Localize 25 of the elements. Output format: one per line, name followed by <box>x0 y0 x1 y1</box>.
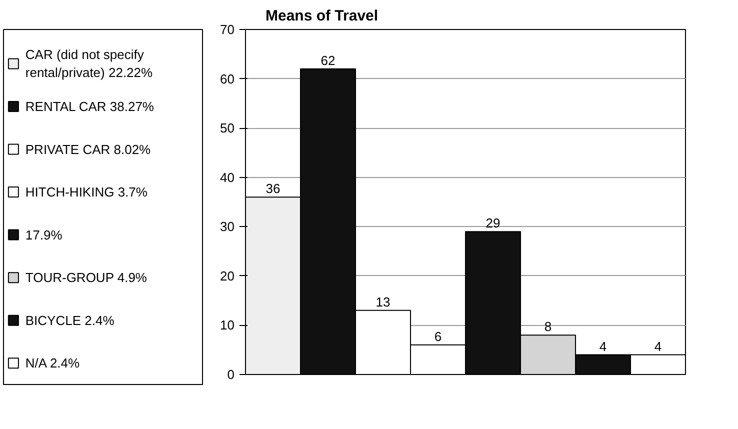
legend-label: 17.9% <box>25 227 63 242</box>
data-label: 13 <box>376 294 390 310</box>
y-tick-label: 60 <box>220 71 235 86</box>
data-label: 4 <box>599 338 607 354</box>
y-tick-label: 70 <box>220 22 235 37</box>
legend-label: HITCH-HIKING 3.7% <box>25 184 148 200</box>
y-tick-label: 10 <box>220 318 235 333</box>
legend-label: TOUR-GROUP 4.9% <box>25 270 148 286</box>
y-tick-label: 30 <box>220 219 235 234</box>
data-label: 29 <box>486 216 500 231</box>
chart-title: Means of Travel <box>266 8 378 24</box>
legend-label: BICYCLE 2.4% <box>25 312 115 328</box>
y-tick-label: 20 <box>220 268 235 284</box>
legend-label: RENTAL CAR 38.27% <box>25 98 154 114</box>
data-label: 6 <box>434 328 442 344</box>
y-tick-label: 40 <box>220 170 235 185</box>
data-label: 4 <box>654 338 662 354</box>
legend-label: PRIVATE CAR 8.02% <box>25 142 152 157</box>
y-tick-label: 50 <box>220 120 235 136</box>
legend-label: CAR (did not specify rental/private) 22.22% <box>25 47 154 80</box>
legend-label: N/A 2.4% <box>25 356 80 371</box>
data-label: 36 <box>266 181 280 196</box>
y-tick-label: 0 <box>227 367 235 382</box>
data-label: 62 <box>320 52 336 68</box>
data-label: 8 <box>544 319 552 334</box>
